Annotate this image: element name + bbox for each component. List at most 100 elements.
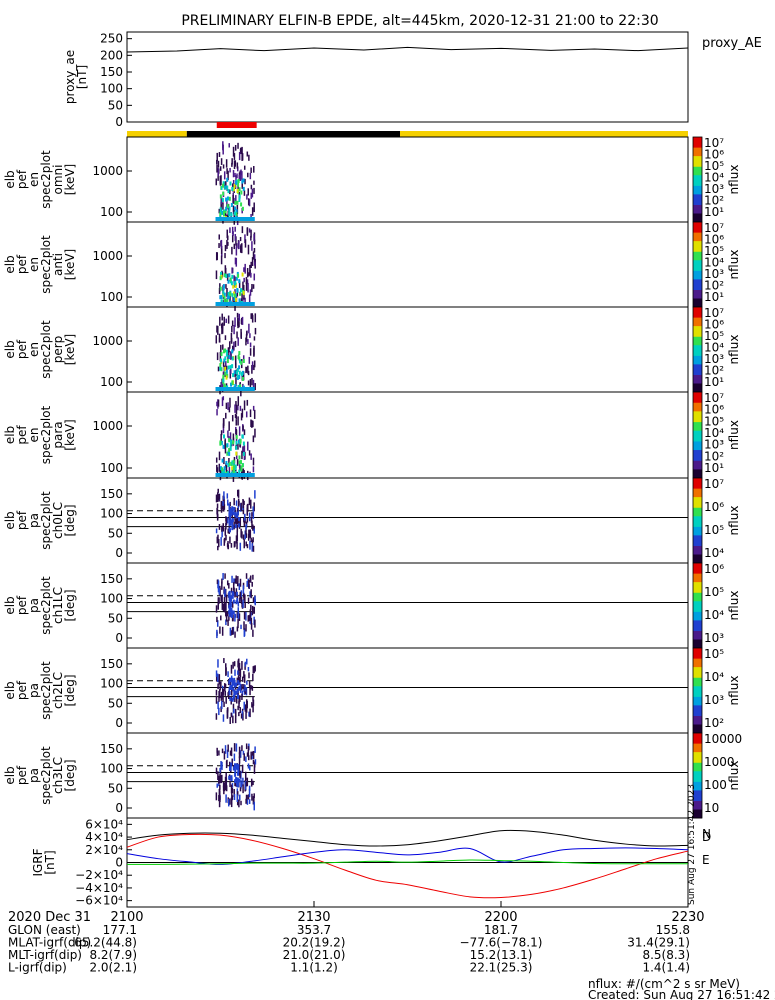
en_perp-colorbar-segment <box>693 364 702 367</box>
en_omni-pixel <box>232 179 235 185</box>
pa_ch1LC-core-pixel <box>235 591 238 596</box>
en_para-pixel <box>234 413 237 418</box>
en_omni-pixel <box>253 166 255 173</box>
en_omni-colorbar-segment <box>693 158 702 161</box>
en_anti-pixel <box>234 289 236 297</box>
en_para-colorbar-segment <box>693 430 702 434</box>
pa_ch3LC-colorbar-frame <box>692 732 703 819</box>
en_para-pixel <box>222 423 225 434</box>
en_anti-core-pixel <box>232 284 235 289</box>
en_perp-pixel <box>220 382 222 391</box>
en_anti-core-pixel <box>235 297 238 302</box>
pa_ch2LC-pixel <box>254 665 256 672</box>
en_para-colorbar-segment <box>693 462 702 466</box>
pa_ch1LC-colorbar-tick-label: 10⁶ <box>704 562 724 576</box>
en_para-core-pixel <box>232 469 235 474</box>
pa_ch0LC-pixel <box>246 544 249 549</box>
en_omni-pixel <box>243 165 246 170</box>
pa_ch2LC-pixel <box>238 700 240 708</box>
en_para-pixel <box>237 416 239 426</box>
pa_ch3LC-pixel <box>218 750 220 756</box>
en_perp-pixel <box>249 348 252 356</box>
en_omni-core-pixel <box>227 189 230 194</box>
pa_ch1LC-colorbar-segment <box>693 575 702 579</box>
pa_ch2LC-pixel <box>229 679 232 687</box>
en_anti-pixel <box>249 264 251 274</box>
pa_ch1LC-tick-label: 0 <box>115 631 123 645</box>
pa_ch2LC-pixel <box>225 696 227 704</box>
pa_ch2LC-ylabel: elbpefpaspec2plotch2LC[deg] <box>3 661 77 720</box>
en_para-core-pixel <box>229 446 232 451</box>
pa_ch0LC-colorbar-segment <box>693 550 702 553</box>
pa_ch2LC-colorbar-segment <box>693 656 702 660</box>
time-tick-label: 2200 <box>484 910 517 925</box>
en_omni-core-pixel <box>220 185 223 190</box>
en_perp-core-pixel <box>236 370 239 375</box>
pa_ch0LC-core-pixel <box>230 511 233 516</box>
pa_ch3LC-pixel <box>249 766 251 771</box>
en_omni-pixel <box>217 172 219 181</box>
pa_ch3LC-pixel <box>222 782 225 788</box>
en_omni-colorbar-segment <box>693 139 702 142</box>
en_perp-ylabel-line: en <box>27 342 41 357</box>
pa_ch0LC-pixel <box>216 492 219 501</box>
igrf-tick-label: 4×10⁴ <box>85 830 123 844</box>
en_para-colorbar-title: nflux <box>727 420 741 450</box>
en_para-pixel <box>216 467 219 477</box>
pa_ch1LC-colorbar-segment <box>693 584 702 587</box>
pa_ch2LC-pixel <box>235 696 238 704</box>
pa_ch0LC-pixel <box>218 524 221 530</box>
pa_ch3LC-tick-label: 100 <box>100 762 123 776</box>
pa_ch3LC-pixel <box>218 775 220 784</box>
en_perp-pixel <box>253 347 255 357</box>
pa_ch1LC-pixel <box>252 597 255 603</box>
pa_ch3LC-pixel <box>219 778 221 784</box>
en_para-colorbar-segment <box>693 415 702 419</box>
pa_ch3LC-core-pixel <box>236 777 239 782</box>
pa_ch2LC-pixel <box>245 705 248 713</box>
en_para-tick-label: 1000 <box>92 419 123 433</box>
en_para-colorbar-tick-label: 10³ <box>704 438 724 452</box>
pa_ch1LC-pixel <box>223 597 226 604</box>
pa_ch3LC-colorbar-segment <box>693 771 702 774</box>
pa_ch1LC-pixel <box>249 575 252 583</box>
pa_ch0LC-colorbar-segment <box>693 507 702 511</box>
pa_ch1LC-ylabel-line: pa <box>27 598 41 613</box>
en_omni-colorbar-segment <box>693 213 702 217</box>
pa_ch2LC-pixel <box>250 684 252 690</box>
pa_ch2LC-pixel <box>241 693 243 700</box>
pa_ch1LC-core-pixel <box>228 612 231 617</box>
pa_ch0LC-pixel <box>251 543 253 552</box>
pa_ch1LC-colorbar-segment <box>693 628 702 632</box>
en_anti-colorbar-segment <box>693 262 702 265</box>
pa_ch0LC-colorbar-segment <box>693 526 702 530</box>
pa_ch1LC-ylabel-line: spec2plot <box>39 576 53 635</box>
en_perp-pixel <box>251 314 254 323</box>
pa_ch2LC-colorbar-segment <box>693 686 702 689</box>
pa_ch3LC-pixel <box>218 801 221 808</box>
pa_ch1LC-pixel <box>220 595 222 602</box>
pa_ch2LC-pixel <box>222 689 224 696</box>
en_perp-core-pixel <box>226 349 229 354</box>
en_anti-pixel <box>241 243 243 254</box>
ephemeris-value: 353.7 <box>297 923 331 937</box>
pa_ch1LC-pixel <box>241 602 243 608</box>
en_anti-core-pixel <box>229 277 232 282</box>
en_perp-pixel <box>230 332 233 342</box>
en_para-pixel <box>236 459 239 466</box>
en_perp-core-pixel <box>231 364 234 369</box>
en_omni-pixel <box>232 194 234 204</box>
pa_ch0LC-colorbar-segment <box>693 495 702 498</box>
ephemeris-value: 22.1(25.3) <box>470 961 533 975</box>
pa_ch0LC-colorbar-segment <box>693 529 702 532</box>
pa_ch3LC-colorbar-title: nflux <box>727 761 741 791</box>
pa_ch1LC-pixel <box>254 596 256 604</box>
en_omni-colorbar-segment <box>693 200 702 204</box>
en_para-core-pixel <box>234 464 237 469</box>
pa_ch0LC-pixel <box>226 543 229 548</box>
en_perp-core-pixel <box>219 366 222 371</box>
pa_ch3LC-colorbar-segment <box>693 741 702 745</box>
en_para-core-pixel <box>240 467 243 472</box>
pa_ch0LC-pixel <box>250 516 253 524</box>
pa_ch1LC-pixel <box>237 613 240 619</box>
